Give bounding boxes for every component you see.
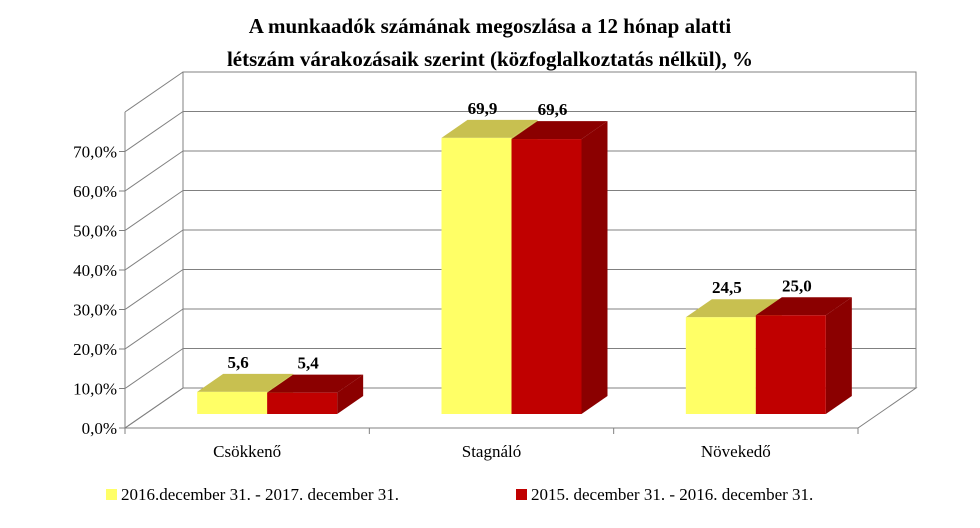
bar-front [685, 317, 756, 414]
legend-item: 2016.december 31. - 2017. december 31. [106, 485, 399, 504]
bar-top [441, 119, 538, 138]
category-label: Stagnáló [462, 442, 522, 461]
y-axis-tick-labels: 0,0% 10,0% 20,0% 30,0% 40,0% 50,0% 60,0% 70,0% [73, 143, 117, 439]
gridline-side [124, 348, 184, 389]
legend-swatch [106, 489, 117, 500]
bar-front [267, 392, 338, 414]
gridline-side [124, 308, 184, 350]
bar-front [755, 315, 826, 414]
bar-top [267, 374, 364, 393]
category-label: Csökkenő [213, 442, 281, 461]
y-tick-label: 10,0% [73, 380, 117, 399]
bar-side [825, 297, 852, 414]
data-labels: 5,6 5,4 69,9 69,6 24,5 25,0 [228, 99, 812, 373]
bars [197, 119, 852, 415]
bar [267, 374, 364, 414]
chart-title-line-1: A munkaadók számának megoszlása a 12 hón… [249, 14, 732, 38]
chart-title: A munkaadók számának megoszlása a 12 hón… [227, 14, 753, 71]
bar [755, 297, 852, 414]
y-tick-label: 20,0% [73, 340, 117, 359]
legend: 2016.december 31. - 2017. december 31. 20… [106, 485, 813, 504]
data-label: 69,9 [468, 99, 498, 118]
bar [511, 121, 608, 414]
legend-label: 2015. december 31. - 2016. december 31. [531, 485, 813, 504]
gridline-side [124, 111, 184, 152]
y-tick-label: 40,0% [73, 261, 117, 280]
y-tick-label: 0,0% [82, 419, 117, 438]
legend-swatch [516, 489, 527, 500]
data-label: 5,4 [298, 354, 320, 373]
category-label: Növekedő [701, 442, 771, 461]
data-label: 69,6 [538, 100, 568, 119]
bar-front [511, 139, 582, 414]
y-tick-label: 50,0% [73, 222, 117, 241]
y-tick-label: 70,0% [73, 143, 117, 162]
bar-top [685, 299, 782, 318]
category-labels: Csökkenő Stagnáló Növekedő [213, 442, 771, 461]
bar-top [511, 121, 608, 140]
gridline-side-top [124, 71, 184, 113]
y-tick-label: 30,0% [73, 301, 117, 320]
legend-label: 2016.december 31. - 2017. december 31. [121, 485, 399, 504]
bar-front [441, 137, 512, 414]
gridline-side [124, 269, 184, 310]
data-label: 5,6 [228, 353, 249, 372]
bar-top [197, 373, 294, 392]
chart-title-line-2: létszám várakozásaik szerint (közfoglalk… [227, 47, 753, 71]
legend-item: 2015. december 31. - 2016. december 31. [516, 485, 813, 504]
gridline-side [124, 150, 184, 192]
bar-top [755, 297, 852, 316]
bar-side [337, 374, 364, 414]
data-label: 25,0 [782, 276, 812, 295]
gridline-side [124, 190, 184, 231]
bar-front [197, 391, 268, 414]
bar-side [581, 121, 608, 414]
gridline-side [124, 229, 184, 271]
y-tick-label: 60,0% [73, 182, 117, 201]
axes [119, 72, 918, 434]
data-label: 24,5 [712, 278, 742, 297]
